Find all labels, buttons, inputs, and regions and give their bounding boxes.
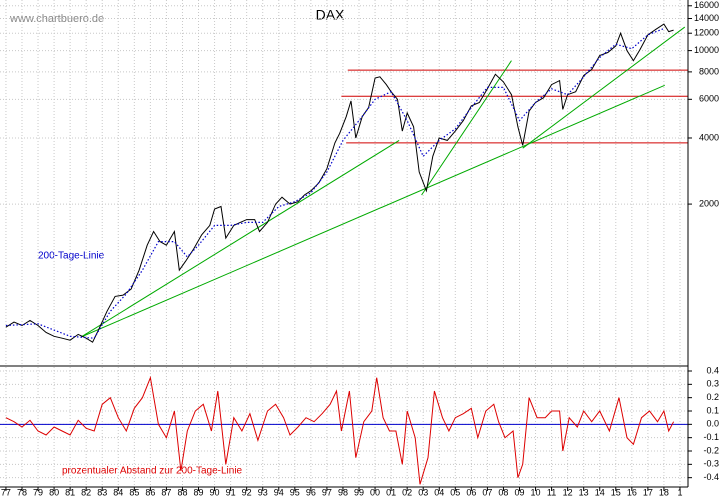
x-tick-label: 02: [402, 487, 412, 497]
x-tick-label: 81: [65, 487, 75, 497]
y-tick-label: 0.2: [706, 392, 719, 402]
y-tick-label: 0.3: [706, 379, 719, 389]
chart-title: DAX: [316, 7, 345, 23]
series-line: [5, 23, 674, 343]
x-tick-label: 98: [338, 487, 348, 497]
series-line: [5, 375, 675, 485]
x-tick-label: 89: [194, 487, 204, 497]
y-tick-label: 8000: [699, 66, 719, 76]
x-tick-label: 00: [370, 487, 380, 497]
series-line: [5, 28, 665, 339]
x-tick-label: 86: [145, 487, 155, 497]
y-tick-label: 2000: [699, 198, 719, 208]
x-tick-label: 08: [498, 487, 508, 497]
y-tick-label: 12000: [694, 28, 719, 38]
legend-label: 200-Tage-Linie: [38, 251, 105, 262]
panel-title: prozentualer Abstand zur 200-Tage-Linie: [62, 466, 243, 477]
x-tick-label: 79: [33, 487, 43, 497]
x-tick-label: 15: [611, 487, 621, 497]
x-tick-label: 07: [482, 487, 492, 497]
y-tick-label: 6000: [699, 94, 719, 104]
y-tick-label: 0.0: [706, 419, 719, 429]
x-tick-label: 80: [49, 487, 59, 497]
x-tick-label: 85: [129, 487, 139, 497]
x-tick-label: 82: [81, 487, 91, 497]
y-tick-label: 10000: [694, 45, 719, 55]
x-tick-label: 94: [274, 487, 284, 497]
x-tick-label: 88: [177, 487, 187, 497]
y-tick-label: 4000: [699, 132, 719, 142]
x-tick-label: 12: [563, 487, 573, 497]
x-tick-label: 05: [450, 487, 460, 497]
x-tick-label: 1: [677, 487, 682, 497]
x-tick-label: 16: [627, 487, 637, 497]
x-tick-label: 97: [322, 487, 332, 497]
y-tick-label: 0.4: [706, 365, 719, 375]
x-tick-label: 14: [595, 487, 605, 497]
x-tick-label: 90: [210, 487, 220, 497]
trend-line: [421, 60, 512, 196]
x-tick-label: 78: [17, 487, 27, 497]
x-tick-label: 84: [113, 487, 123, 497]
y-tick-label: -0.3: [703, 459, 719, 469]
y-tick-label: -0.2: [703, 445, 719, 455]
y-tick-label: -0.1: [703, 432, 719, 442]
x-tick-label: 92: [242, 487, 252, 497]
y-tick-label: -0.4: [703, 472, 719, 482]
y-tick-label: 14000: [694, 13, 719, 23]
x-tick-label: 95: [290, 487, 300, 497]
trend-line: [81, 139, 400, 338]
x-tick-label: 04: [434, 487, 444, 497]
trend-line: [522, 26, 686, 149]
x-tick-label: 91: [226, 487, 236, 497]
x-tick-label: 09: [514, 487, 524, 497]
x-tick-label: 87: [161, 487, 171, 497]
x-tick-label: 17: [643, 487, 653, 497]
x-tick-label: 06: [466, 487, 476, 497]
x-tick-label: 77: [1, 487, 11, 497]
x-tick-label: 01: [386, 487, 396, 497]
x-tick-label: 10: [531, 487, 541, 497]
x-tick-label: 83: [97, 487, 107, 497]
x-tick-label: 13: [579, 487, 589, 497]
x-tick-label: 93: [258, 487, 268, 497]
x-tick-label: 11: [547, 487, 556, 497]
y-tick-label: 0.1: [706, 405, 719, 415]
x-tick-label: 18: [659, 487, 669, 497]
source: www.chartbuero.de: [9, 13, 104, 25]
x-tick-label: 99: [354, 487, 364, 497]
trend-line: [81, 84, 665, 338]
x-tick-label: 03: [418, 487, 428, 497]
y-tick-label: 16000: [694, 0, 719, 10]
x-tick-label: 96: [306, 487, 316, 497]
